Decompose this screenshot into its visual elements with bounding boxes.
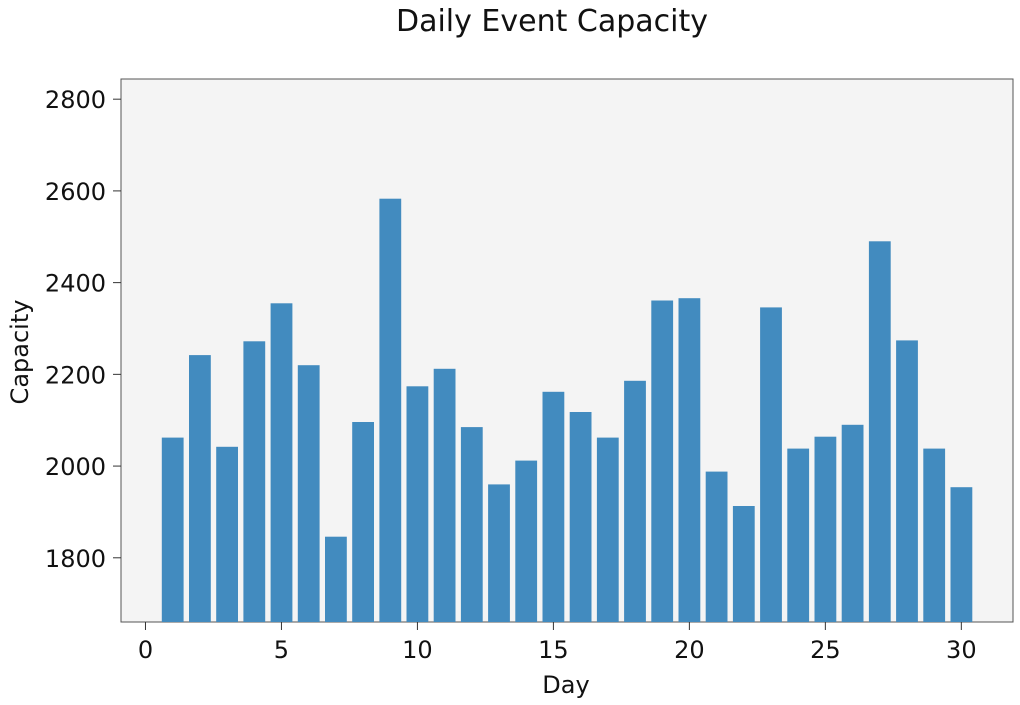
bar-day-10 bbox=[406, 386, 429, 622]
bar-day-8 bbox=[352, 422, 374, 622]
x-tick-label: 25 bbox=[810, 636, 841, 664]
bar-day-14 bbox=[515, 460, 538, 622]
y-axis-label: Capacity bbox=[6, 300, 34, 405]
plot-area bbox=[120, 78, 1014, 623]
bar-day-6 bbox=[297, 365, 320, 622]
bar-day-21 bbox=[705, 471, 728, 622]
y-tick-label: 1800 bbox=[45, 545, 106, 573]
bar-day-23 bbox=[760, 307, 782, 622]
bar-day-25 bbox=[814, 436, 837, 622]
bar-day-15 bbox=[542, 391, 565, 622]
bar-day-17 bbox=[596, 437, 619, 622]
y-tick-label: 2000 bbox=[45, 453, 106, 481]
bars-group bbox=[161, 198, 973, 623]
bar-day-30 bbox=[950, 487, 973, 622]
bar-day-9 bbox=[379, 198, 402, 622]
x-axis-ticks: 0 5 10 15 20 25 30 bbox=[138, 622, 977, 664]
bar-day-3 bbox=[216, 446, 238, 622]
bar-day-26 bbox=[841, 424, 864, 622]
bar-day-12 bbox=[460, 427, 483, 622]
bar-day-2 bbox=[189, 355, 211, 622]
bar-day-16 bbox=[569, 412, 592, 622]
bar-day-5 bbox=[270, 303, 293, 622]
bar-day-11 bbox=[433, 368, 456, 622]
x-axis-label: Day bbox=[542, 671, 589, 699]
bar-day-27 bbox=[868, 241, 891, 623]
bar-day-20 bbox=[678, 298, 701, 622]
bar-day-4 bbox=[243, 341, 266, 622]
bar-day-29 bbox=[923, 448, 946, 622]
x-tick-label: 20 bbox=[674, 636, 705, 664]
bar-day-18 bbox=[624, 380, 646, 622]
y-axis-ticks: 1800 2000 2200 2400 2600 2800 bbox=[45, 86, 121, 573]
x-tick-label: 10 bbox=[402, 636, 433, 664]
y-tick-label: 2200 bbox=[45, 361, 106, 389]
bar-day-19 bbox=[651, 300, 674, 622]
x-tick-label: 30 bbox=[946, 636, 977, 664]
x-tick-label: 15 bbox=[538, 636, 569, 664]
bar-day-24 bbox=[787, 448, 810, 622]
chart-title: Daily Event Capacity bbox=[396, 4, 708, 39]
bar-day-7 bbox=[325, 536, 347, 622]
bar-day-22 bbox=[732, 506, 755, 622]
y-tick-label: 2800 bbox=[45, 86, 106, 114]
bar-day-28 bbox=[896, 340, 918, 622]
bar-day-13 bbox=[488, 484, 510, 622]
x-tick-label: 5 bbox=[274, 636, 289, 664]
y-tick-label: 2400 bbox=[45, 270, 106, 298]
x-tick-label: 0 bbox=[138, 636, 153, 664]
bar-day-1 bbox=[161, 437, 184, 622]
y-tick-label: 2600 bbox=[45, 178, 106, 206]
